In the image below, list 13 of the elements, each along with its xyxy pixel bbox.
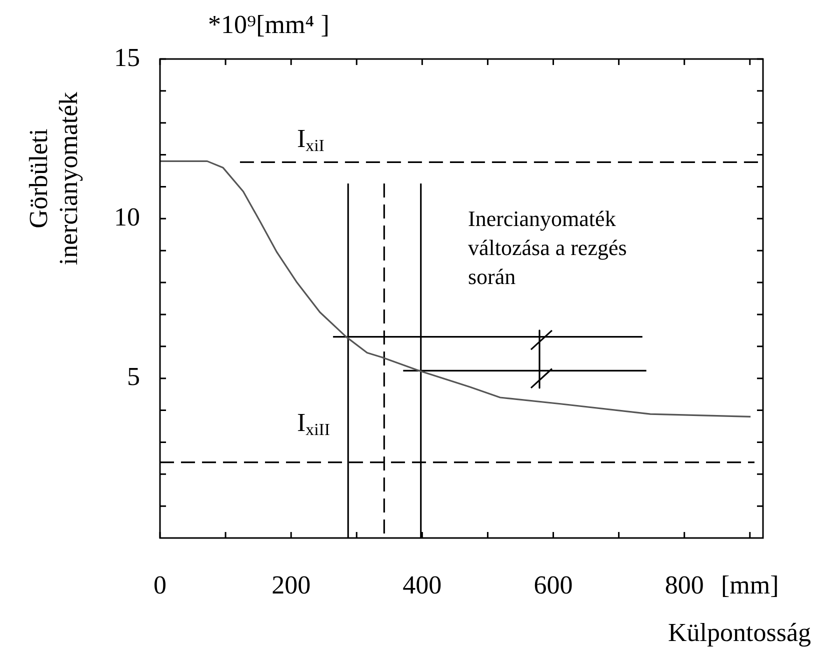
y-tick-label: 5 bbox=[127, 362, 140, 392]
x-tick-label: 200 bbox=[272, 570, 311, 600]
x-axis-title: Külpontosság bbox=[668, 618, 811, 647]
x-tick-label: [mm] bbox=[721, 570, 779, 600]
x-tick-label: 0 bbox=[154, 570, 166, 600]
y-tick-label: 15 bbox=[114, 42, 140, 72]
annotation: Inercianyomaték változása a rezgés során bbox=[468, 206, 627, 289]
x-tick-label: 800 bbox=[664, 570, 704, 600]
y-tick-label: 10 bbox=[114, 202, 140, 232]
y-axis-title: Görbületi inercianyomaték bbox=[24, 92, 83, 266]
text: *10⁹[mm⁴ ] bbox=[208, 10, 330, 39]
x-tick-label: 600 bbox=[534, 570, 573, 600]
x-tick-label: 400 bbox=[402, 570, 442, 600]
